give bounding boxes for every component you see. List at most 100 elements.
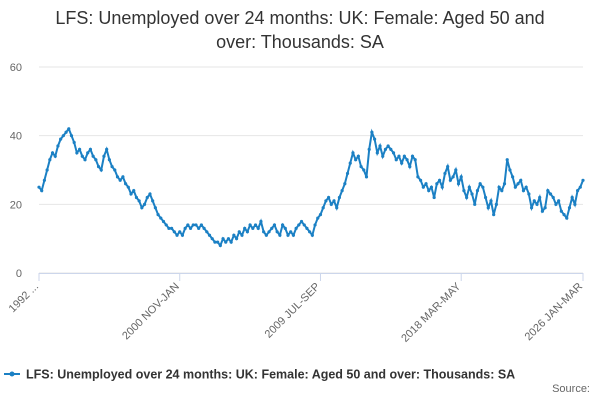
data-point <box>272 223 277 227</box>
data-point <box>161 219 166 224</box>
y-tick-label: 20 <box>10 199 22 211</box>
data-point <box>362 168 366 172</box>
data-point <box>326 195 331 200</box>
data-point <box>232 233 236 237</box>
data-point <box>121 175 125 179</box>
data-point <box>540 209 545 213</box>
data-point <box>318 213 323 217</box>
data-point <box>356 154 360 158</box>
data-point <box>462 189 466 193</box>
data-point <box>286 233 290 237</box>
data-point <box>489 199 493 203</box>
data-point <box>86 151 90 155</box>
data-point <box>126 185 130 189</box>
data-point <box>386 144 390 148</box>
data-point <box>367 147 371 151</box>
data-point <box>197 226 201 230</box>
x-tick-label: 1992 ... <box>7 281 41 315</box>
data-point <box>348 161 352 165</box>
data-point <box>383 147 388 151</box>
chart-title: LFS: Unemployed over 24 months: UK: Fema… <box>55 8 545 52</box>
data-point <box>551 195 555 200</box>
legend-marker <box>9 371 15 377</box>
data-point <box>486 206 490 210</box>
data-point <box>180 233 185 237</box>
data-point <box>400 161 404 165</box>
data-point <box>42 178 47 182</box>
x-tick-label: 2000 NOV-JAN <box>120 281 182 343</box>
data-point <box>557 199 561 203</box>
data-point <box>432 195 436 200</box>
data-point <box>194 223 198 227</box>
data-point <box>502 182 507 186</box>
data-point <box>465 195 469 200</box>
y-tick-label: 0 <box>16 268 22 280</box>
data-point <box>199 223 203 227</box>
data-point <box>578 185 582 189</box>
data-point <box>581 178 585 182</box>
data-point <box>345 171 350 176</box>
data-point <box>67 127 71 131</box>
data-point <box>521 189 526 193</box>
data-point <box>48 158 52 162</box>
data-point <box>140 206 144 210</box>
data-point <box>548 192 553 196</box>
data-point <box>391 151 396 155</box>
data-point <box>516 182 520 186</box>
data-point <box>389 147 393 151</box>
data-point <box>321 206 325 210</box>
data-point <box>413 158 417 162</box>
data-point <box>221 237 225 241</box>
data-point <box>245 230 249 234</box>
data-point <box>429 185 434 189</box>
data-point <box>229 240 233 244</box>
data-point <box>134 195 139 200</box>
data-point <box>381 154 385 158</box>
data-point <box>554 202 558 206</box>
data-point <box>145 195 149 200</box>
data-point <box>451 175 455 179</box>
y-tick-label: 60 <box>10 62 22 74</box>
data-point <box>153 206 157 210</box>
data-line <box>38 126 584 248</box>
data-point <box>259 219 263 224</box>
data-point <box>216 240 220 244</box>
data-point <box>270 226 274 230</box>
data-point <box>188 226 193 230</box>
data-point <box>256 226 260 230</box>
data-point <box>210 237 214 241</box>
data-point <box>113 168 117 172</box>
data-point <box>335 206 339 210</box>
data-point <box>262 230 266 234</box>
data-point <box>435 182 439 186</box>
data-point <box>402 154 406 158</box>
data-point <box>562 213 566 217</box>
data-point <box>213 240 217 244</box>
data-point <box>124 182 128 186</box>
y-tick-label: 40 <box>10 131 22 143</box>
data-point <box>405 158 409 162</box>
data-point <box>513 185 517 189</box>
data-point <box>156 213 160 217</box>
data-point <box>191 223 195 227</box>
data-point <box>53 154 57 158</box>
legend-label: LFS: Unemployed over 24 months: UK: Fema… <box>26 368 515 382</box>
data-point <box>500 189 504 193</box>
data-point <box>475 189 480 193</box>
data-point <box>324 199 328 203</box>
data-point <box>473 202 477 206</box>
data-point <box>394 158 398 162</box>
data-point <box>481 185 485 189</box>
data-point <box>110 164 114 169</box>
data-point <box>456 182 461 186</box>
data-point <box>529 206 534 210</box>
data-point <box>283 226 287 230</box>
data-point <box>37 185 41 189</box>
data-point <box>226 237 231 241</box>
data-point <box>302 223 306 227</box>
data-point <box>142 202 147 206</box>
data-point <box>511 175 515 179</box>
data-point <box>416 175 420 179</box>
data-point <box>202 226 206 230</box>
